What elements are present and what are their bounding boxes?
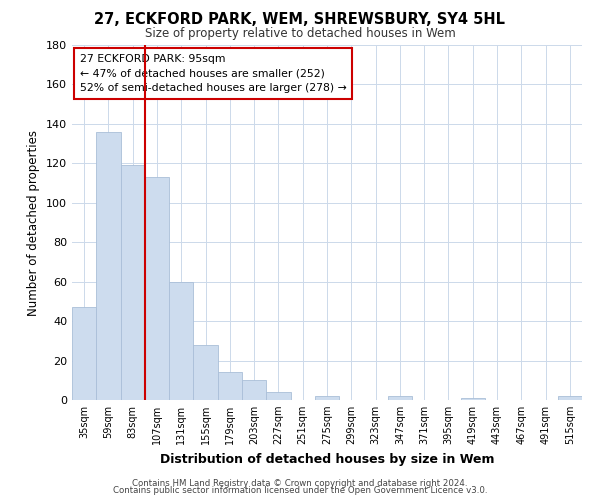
Bar [193,345,218,400]
Bar [242,380,266,400]
Bar [72,308,96,400]
Bar [96,132,121,400]
Y-axis label: Number of detached properties: Number of detached properties [28,130,40,316]
Bar [218,372,242,400]
Text: Size of property relative to detached houses in Wem: Size of property relative to detached ho… [145,28,455,40]
X-axis label: Distribution of detached houses by size in Wem: Distribution of detached houses by size … [160,452,494,466]
Text: Contains HM Land Registry data © Crown copyright and database right 2024.: Contains HM Land Registry data © Crown c… [132,478,468,488]
Bar [315,396,339,400]
Text: 27 ECKFORD PARK: 95sqm
← 47% of detached houses are smaller (252)
52% of semi-de: 27 ECKFORD PARK: 95sqm ← 47% of detached… [80,54,346,94]
Bar [266,392,290,400]
Text: 27, ECKFORD PARK, WEM, SHREWSBURY, SY4 5HL: 27, ECKFORD PARK, WEM, SHREWSBURY, SY4 5… [95,12,505,28]
Bar [558,396,582,400]
Text: Contains public sector information licensed under the Open Government Licence v3: Contains public sector information licen… [113,486,487,495]
Bar [388,396,412,400]
Bar [169,282,193,400]
Bar [145,177,169,400]
Bar [121,166,145,400]
Bar [461,398,485,400]
